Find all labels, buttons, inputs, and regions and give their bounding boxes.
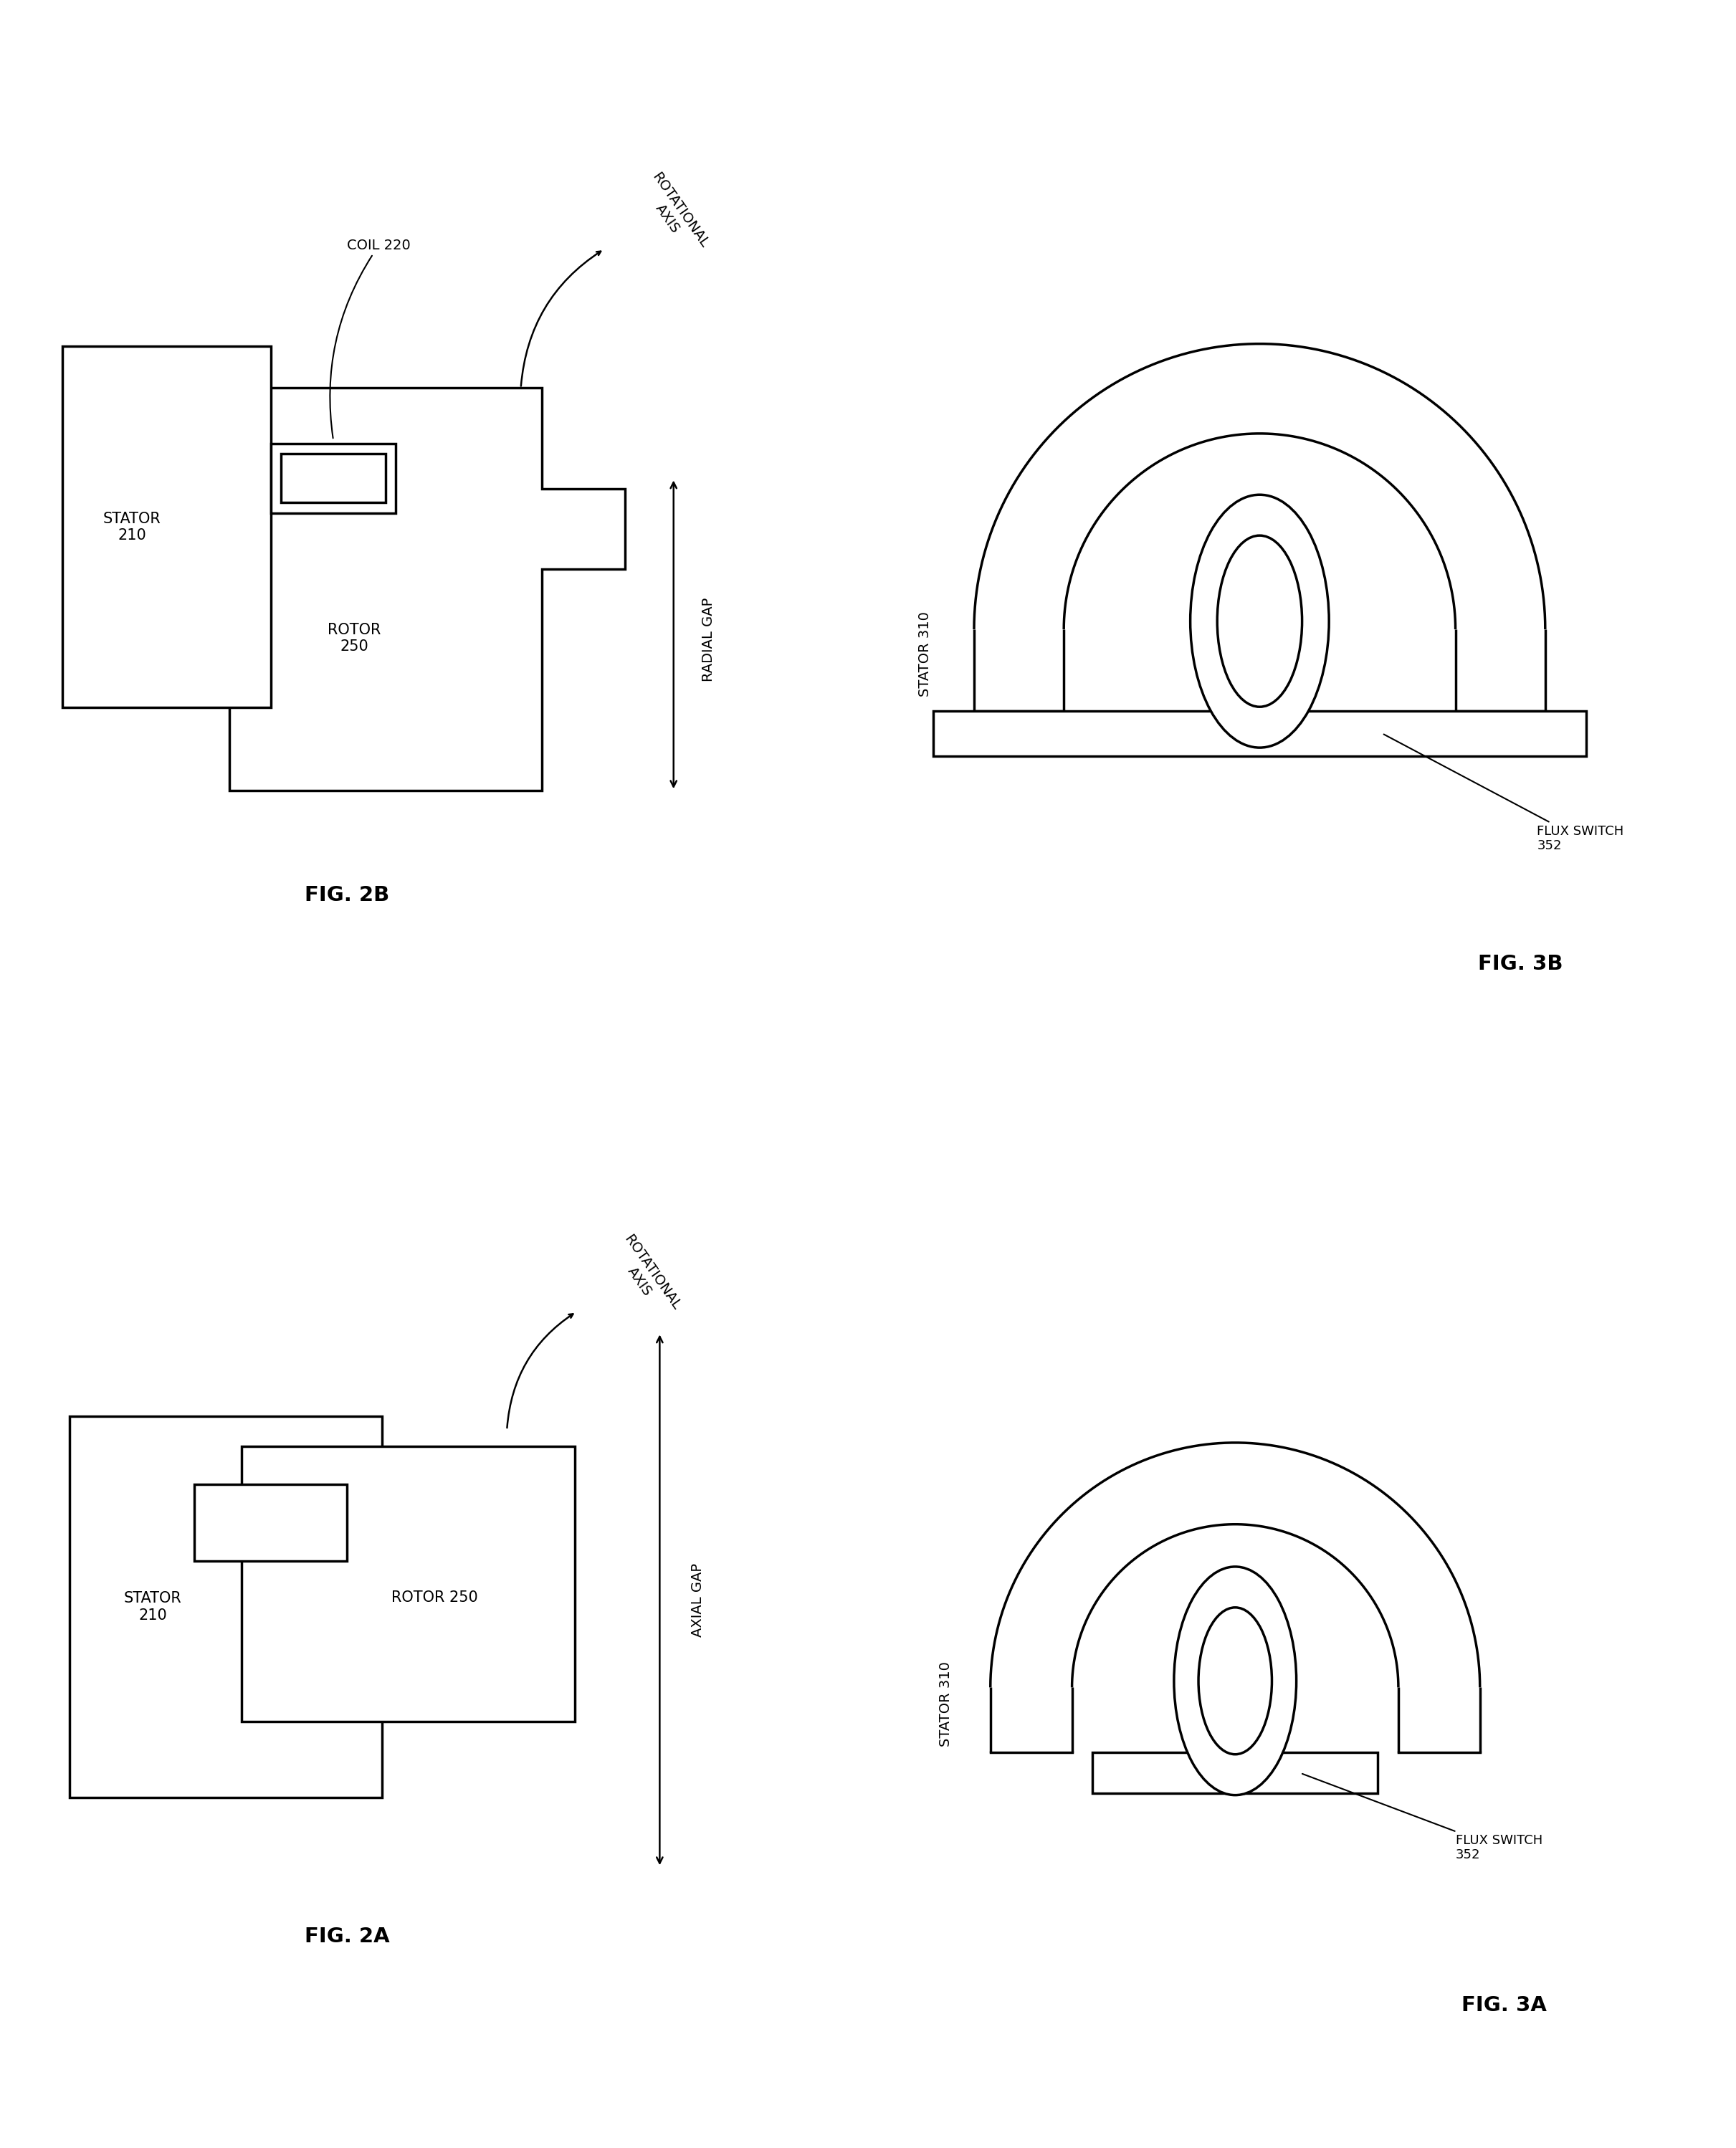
Text: FIG. 2B: FIG. 2B: [306, 885, 389, 904]
Text: COIL 220: COIL 220: [241, 1516, 300, 1529]
Text: FLUX SWITCH
352: FLUX SWITCH 352: [1384, 735, 1623, 853]
Text: FIG. 2A: FIG. 2A: [306, 1927, 389, 1946]
Text: AXIAL GAP: AXIAL GAP: [691, 1564, 705, 1637]
Text: STATOR 310: STATOR 310: [939, 1660, 953, 1746]
Bar: [194, 1484, 347, 1562]
Bar: [271, 445, 396, 513]
Ellipse shape: [1217, 535, 1302, 707]
Text: FIG. 3B: FIG. 3B: [1479, 954, 1562, 973]
Text: STATOR
210: STATOR 210: [123, 1592, 182, 1622]
Text: RADIAL GAP: RADIAL GAP: [701, 597, 715, 681]
Text: ROTATIONAL
AXIS: ROTATIONAL AXIS: [609, 1233, 682, 1321]
Bar: [934, 711, 1587, 756]
Bar: [69, 1416, 382, 1798]
Ellipse shape: [1198, 1607, 1272, 1755]
Text: COIL 320: COIL 320: [1203, 1673, 1267, 1688]
Ellipse shape: [1174, 1566, 1297, 1796]
Text: STATOR
210: STATOR 210: [102, 511, 161, 543]
Text: COIL 320: COIL 320: [1227, 614, 1292, 627]
Text: ROTOR 250: ROTOR 250: [391, 1590, 477, 1605]
Bar: [1092, 1753, 1378, 1794]
Bar: [281, 453, 385, 503]
Text: FIG. 3A: FIG. 3A: [1462, 1995, 1547, 2015]
Text: ROTATIONAL
AXIS: ROTATIONAL AXIS: [637, 170, 710, 260]
Bar: [241, 1446, 575, 1721]
Text: FLUX SWITCH
352: FLUX SWITCH 352: [1302, 1774, 1542, 1862]
Ellipse shape: [1191, 494, 1330, 748]
Polygon shape: [229, 389, 625, 790]
Text: COIL 220: COIL 220: [330, 238, 411, 438]
Bar: [62, 346, 271, 707]
Text: ROTOR
250: ROTOR 250: [328, 623, 380, 653]
Text: STATOR 310: STATOR 310: [918, 612, 932, 696]
